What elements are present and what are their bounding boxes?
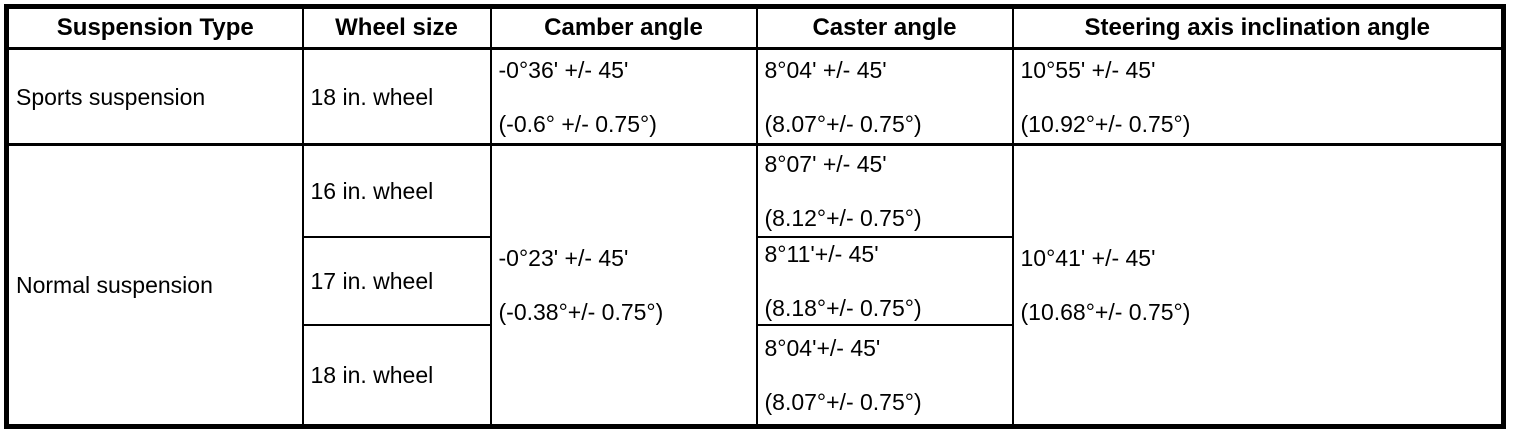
normal-17-caster-minutes: 8°11'+/- 45' — [764, 240, 879, 267]
row-normal-17in: 17 in. wheel 8°11'+/- 45' (8.18°+/- 0.75… — [7, 235, 1504, 326]
sports-caster-minutes: 8°04' +/- 45' — [764, 56, 887, 83]
sports-suspension-label: Sports suspension — [16, 83, 206, 110]
cell-normal-16-wheel-size: 16 in. wheel — [301, 143, 492, 238]
normal-suspension-label: Normal suspension — [16, 272, 213, 298]
cell-normal-17-wheel-size: 17 in. wheel — [301, 235, 492, 326]
header-suspension-type: Suspension Type — [5, 5, 304, 50]
normal-sai-decimal: (10.68°+/- 0.75°) — [1020, 299, 1191, 325]
cell-normal-17-caster: 8°11'+/- 45' (8.18°+/- 0.75°) — [755, 235, 1014, 326]
header-camber-angle: Camber angle — [489, 5, 758, 50]
header-row: Suspension Type Wheel size Camber angle … — [5, 5, 1505, 50]
normal-17-wheel-size: 17 in. wheel — [310, 267, 434, 294]
normal-16-caster-minutes: 8°07' +/- 45' — [764, 150, 887, 177]
normal-sai-minutes: 10°41' +/- 45' — [1020, 245, 1156, 271]
normal-17-caster-decimal: (8.18°+/- 0.75°) — [764, 294, 922, 321]
sports-sai-decimal: (10.92°+/- 0.75°) — [1020, 110, 1191, 137]
cell-normal-sai: 10°41' +/- 45' (10.68°+/- 0.75°) — [1011, 143, 1505, 428]
row-normal-16in: Normal suspension 16 in. wheel -0°23' +/… — [5, 143, 1505, 428]
sports-caster-decimal: (8.07°+/- 0.75°) — [764, 110, 922, 137]
normal-18-caster-minutes: 8°04'+/- 45' — [764, 334, 881, 361]
cell-sports-wheel-size: 18 in. wheel — [301, 47, 492, 146]
cell-normal-suspension-type: Normal suspension — [5, 143, 304, 428]
normal-camber-minutes: -0°23' +/- 45' — [498, 245, 629, 271]
normal-16-caster-decimal: (8.12°+/- 0.75°) — [764, 204, 922, 231]
cell-sports-caster: 8°04' +/- 45' (8.07°+/- 0.75°) — [755, 47, 1014, 146]
alignment-spec-table: Suspension Type Wheel size Camber angle … — [4, 4, 1506, 429]
normal-16-wheel-size: 16 in. wheel — [310, 177, 434, 204]
row-sports-suspension: Sports suspension 18 in. wheel -0°36' +/… — [5, 47, 1505, 146]
normal-18-wheel-size: 18 in. wheel — [310, 361, 434, 388]
header-caster-angle: Caster angle — [755, 5, 1014, 50]
cell-normal-18-caster: 8°04'+/- 45' (8.07°+/- 0.75°) — [755, 323, 1014, 428]
cell-normal-camber: -0°23' +/- 45' (-0.38°+/- 0.75°) — [489, 143, 758, 428]
cell-sports-camber: -0°36' +/- 45' (-0.6° +/- 0.75°) — [489, 47, 758, 146]
sports-wheel-size: 18 in. wheel — [310, 83, 434, 110]
normal-camber-decimal: (-0.38°+/- 0.75°) — [498, 299, 664, 325]
cell-sports-sai: 10°55' +/- 45' (10.92°+/- 0.75°) — [1011, 47, 1505, 146]
sports-camber-minutes: -0°36' +/- 45' — [498, 56, 629, 83]
sports-camber-decimal: (-0.6° +/- 0.75°) — [498, 110, 657, 137]
sports-sai-minutes: 10°55' +/- 45' — [1020, 56, 1156, 83]
cell-sports-suspension-type: Sports suspension — [5, 47, 304, 146]
header-steering-axis-inclination-angle: Steering axis inclination angle — [1011, 5, 1505, 50]
header-wheel-size: Wheel size — [301, 5, 492, 50]
row-normal-18in: 18 in. wheel 8°04'+/- 45' (8.07°+/- 0.75… — [7, 323, 1504, 428]
cell-normal-16-caster: 8°07' +/- 45' (8.12°+/- 0.75°) — [755, 143, 1014, 238]
normal-18-caster-decimal: (8.07°+/- 0.75°) — [764, 388, 922, 415]
cell-normal-18-wheel-size: 18 in. wheel — [301, 323, 492, 428]
